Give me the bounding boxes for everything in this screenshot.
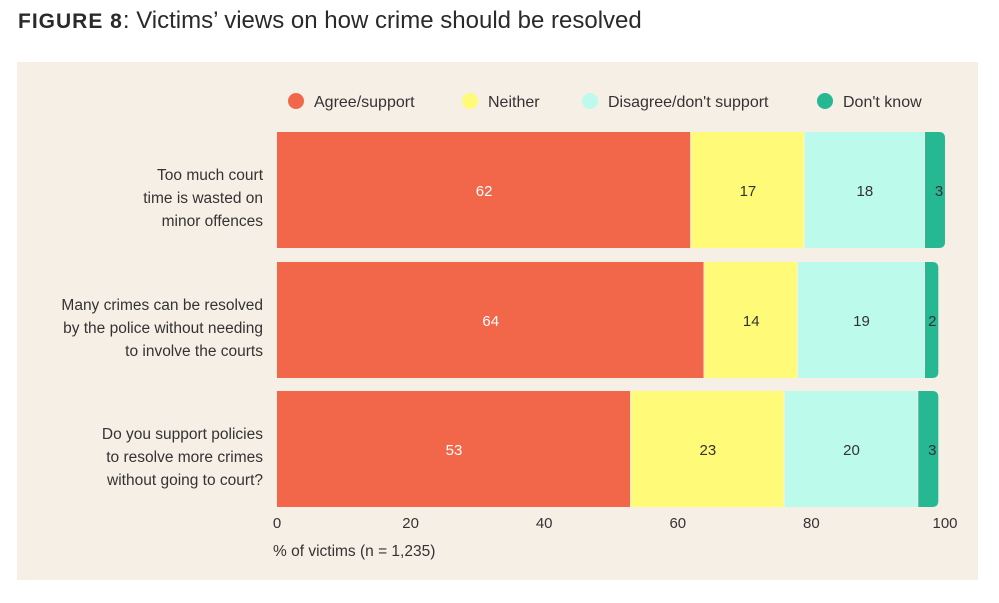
figure-title-text: : Victims’ views on how crime should be … <box>122 7 642 34</box>
category-label: without going to court? <box>106 472 263 489</box>
category-label: to involve the courts <box>125 343 263 360</box>
x-tick-label: 20 <box>402 515 419 532</box>
legend-label: Agree/support <box>314 94 415 111</box>
category-label: Many crimes can be resolved <box>61 297 263 314</box>
bar-segment <box>798 262 924 378</box>
data-label: 3 <box>935 183 943 200</box>
data-label: 53 <box>446 442 463 459</box>
bar-segment <box>691 132 804 248</box>
category-label: Too much court <box>157 167 264 184</box>
category-label: time is wasted on <box>143 190 263 207</box>
bar-segment <box>924 132 945 248</box>
legend-label: Disagree/don't support <box>608 94 769 111</box>
x-tick-label: 100 <box>932 515 957 532</box>
bar-segment <box>784 391 918 507</box>
x-axis-label: % of victims (n = 1,235) <box>273 543 435 560</box>
data-label: 62 <box>476 183 493 200</box>
category-label: to resolve more crimes <box>106 449 263 466</box>
bar-segment <box>924 262 939 378</box>
legend-swatch <box>288 93 304 109</box>
bar-segment <box>277 132 691 248</box>
legend-label: Neither <box>488 94 540 111</box>
x-tick-label: 60 <box>669 515 686 532</box>
category-label: minor offences <box>162 213 264 230</box>
x-tick-label: 80 <box>803 515 820 532</box>
legend-swatch <box>817 93 833 109</box>
data-label: 23 <box>700 442 717 459</box>
legend-swatch <box>582 93 598 109</box>
bar-segment <box>277 262 704 378</box>
x-tick-label: 40 <box>536 515 553 532</box>
data-label: 17 <box>740 183 757 200</box>
bar-segment <box>277 391 631 507</box>
data-label: 20 <box>843 442 860 459</box>
legend-label: Don't know <box>843 94 922 111</box>
data-label: 19 <box>853 313 870 330</box>
data-label: 3 <box>928 442 936 459</box>
figure-label: FIGURE 8 <box>18 10 123 33</box>
bar-segment <box>918 391 939 507</box>
data-label: 64 <box>482 313 499 330</box>
bar-segment <box>804 132 924 248</box>
x-tick-label: 0 <box>273 515 281 532</box>
figure-title: FIGURE 8: Victims’ views on how crime sh… <box>18 7 642 35</box>
legend-swatch <box>462 93 478 109</box>
category-label: Do you support policies <box>102 426 263 443</box>
category-label: by the police without needing <box>63 320 263 337</box>
bar-segment <box>631 391 784 507</box>
data-label: 18 <box>856 183 873 200</box>
data-label: 2 <box>928 313 936 330</box>
data-label: 14 <box>743 313 760 330</box>
bar-segment <box>704 262 798 378</box>
